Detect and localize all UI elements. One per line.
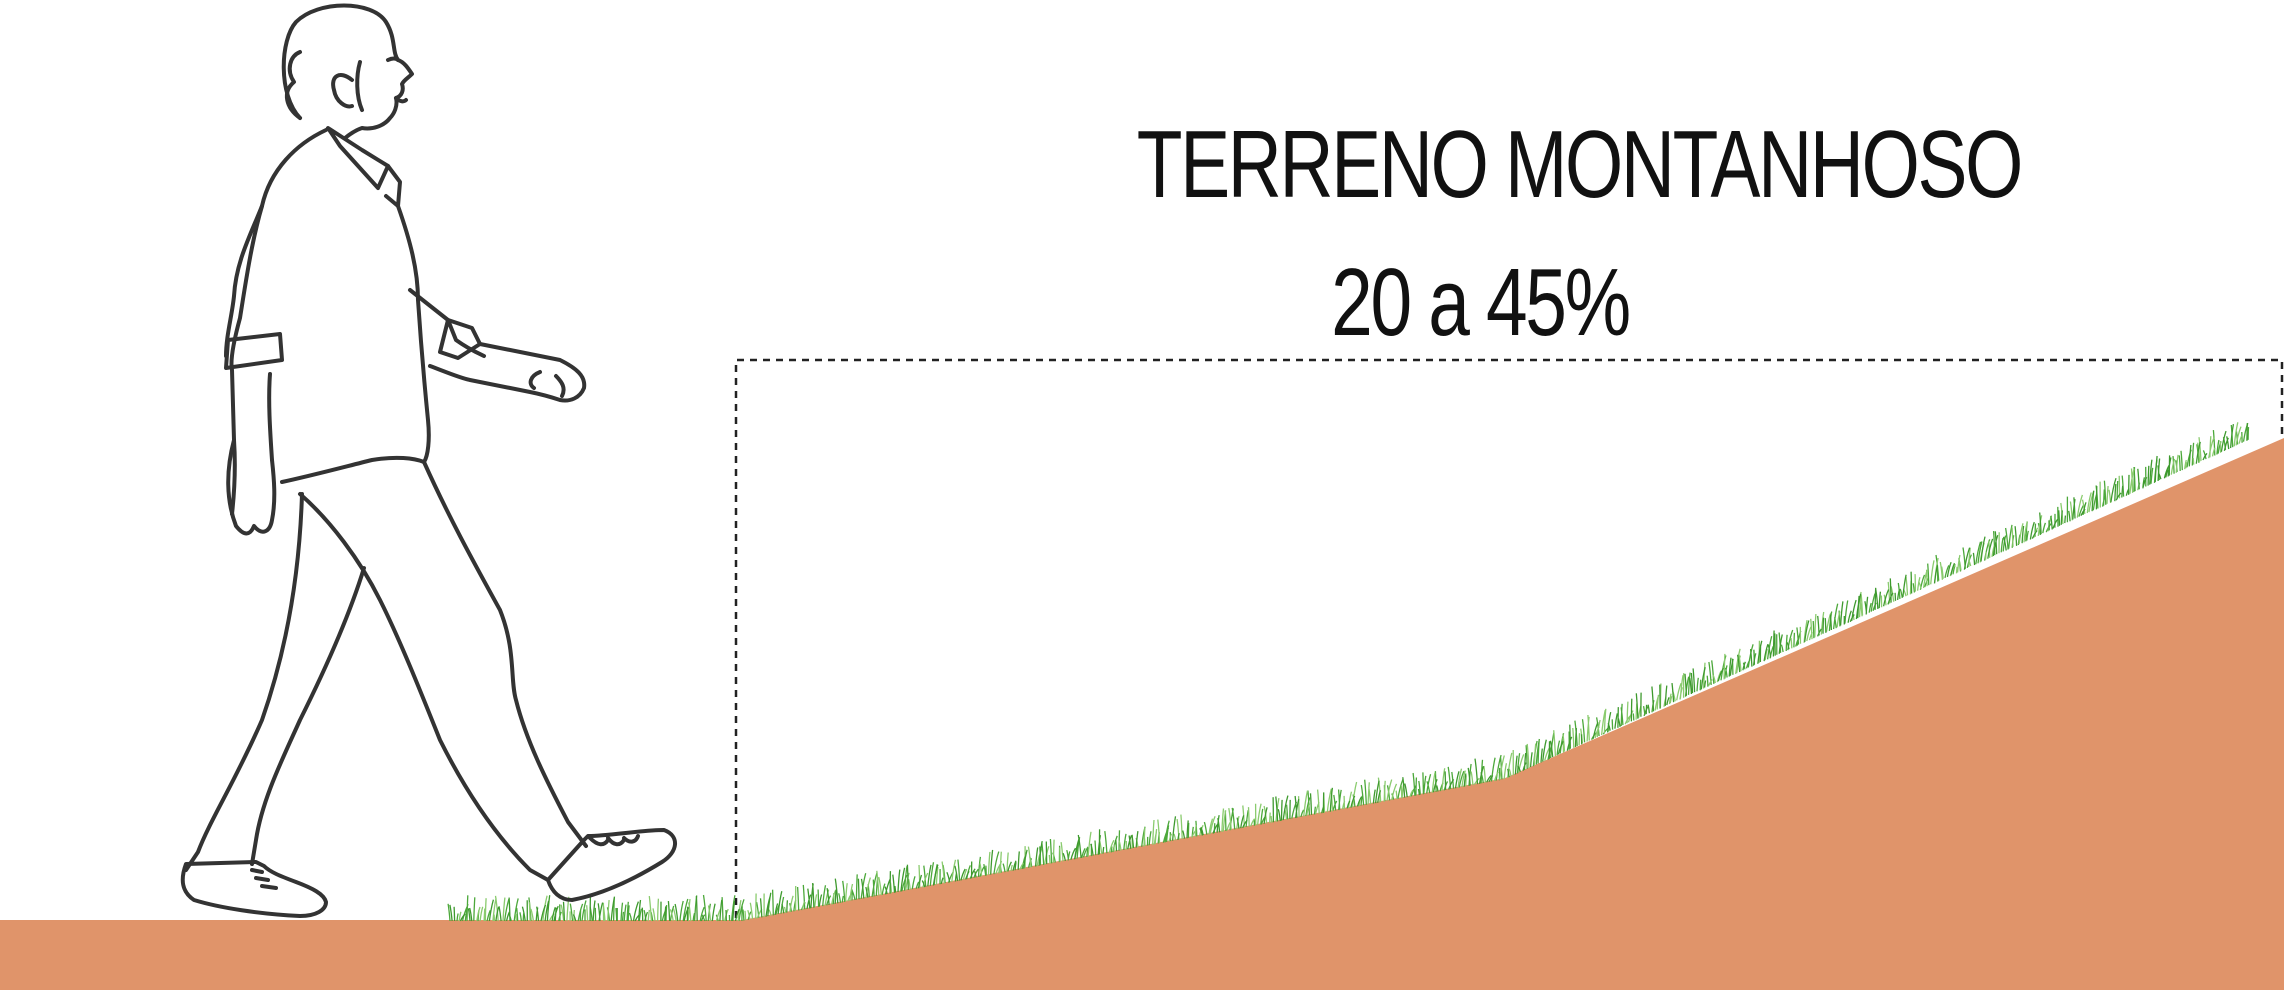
back-leg: [184, 492, 304, 872]
waist-line: [280, 455, 426, 484]
head-outline: [281, 3, 414, 140]
front-shoe: [546, 828, 677, 902]
front-sleeve-cuff: [438, 318, 482, 360]
grass-layer: [447, 422, 2250, 922]
front-hand-fingers: [528, 370, 566, 398]
slope-range-label: 20 a 45%: [1331, 249, 1631, 356]
torso-front: [396, 204, 431, 464]
front-shoe-laces: [588, 834, 640, 847]
front-leg-inner: [298, 492, 550, 882]
collar-right: [384, 164, 402, 208]
front-leg: [422, 460, 588, 848]
back-leg-inner: [250, 566, 366, 866]
sideburn-line: [355, 60, 364, 112]
mouth-line: [394, 96, 408, 104]
collar-outline: [326, 126, 390, 190]
back-sleeve-cuff: [224, 332, 284, 370]
walking-man-icon: [180, 3, 677, 918]
terrain-ground: [0, 438, 2284, 990]
torso-back: [224, 128, 328, 358]
back-arm: [229, 204, 264, 516]
back-shoe: [180, 860, 328, 918]
front-forearm: [428, 342, 587, 403]
back-hand: [226, 438, 277, 536]
back-shoe-laces: [250, 868, 278, 890]
diagram-title: TERRENO MONTANHOSO: [1136, 111, 2024, 218]
grass-tufts: [458, 422, 2243, 922]
grass-tufts: [449, 423, 2248, 922]
hair-outline: [284, 50, 302, 120]
eye-line: [386, 56, 400, 62]
ear-outline: [331, 73, 354, 109]
back-forearm-front: [267, 372, 274, 462]
